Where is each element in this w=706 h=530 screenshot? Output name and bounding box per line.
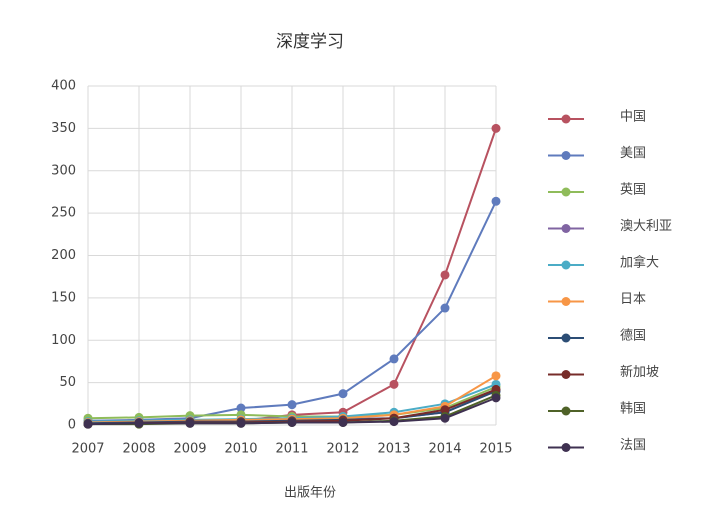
legend-label: 英国 [620, 183, 646, 198]
data-point [440, 405, 450, 415]
data-point [491, 393, 501, 403]
legend-label: 日本 [620, 292, 646, 307]
legend-label: 新加坡 [620, 364, 659, 380]
y-tick-label: 400 [51, 79, 76, 94]
data-point [491, 196, 501, 206]
data-point [440, 303, 450, 313]
chart-title: 深度学习 [276, 32, 344, 52]
x-tick-label: 2015 [479, 442, 512, 457]
data-point [287, 417, 297, 427]
y-tick-label: 50 [59, 375, 76, 390]
data-point [236, 403, 246, 413]
data-point [83, 419, 93, 429]
data-point [389, 354, 399, 364]
y-tick-label: 250 [51, 206, 76, 221]
data-point [134, 418, 144, 428]
data-point [491, 123, 501, 133]
legend-label: 澳大利亚 [620, 218, 672, 234]
y-tick-label: 200 [51, 248, 76, 263]
y-tick-label: 150 [51, 290, 76, 305]
legend-marker [561, 443, 571, 452]
legend-marker [561, 224, 571, 233]
data-point [338, 417, 348, 427]
legend-marker [561, 187, 571, 197]
data-point [338, 389, 348, 399]
data-point [389, 379, 399, 389]
legend-label: 加拿大 [620, 255, 659, 271]
legend-label: 法国 [620, 438, 646, 453]
legend-marker [561, 114, 571, 124]
x-tick-label: 2008 [122, 442, 155, 457]
data-point [440, 413, 450, 423]
legend-marker [561, 151, 571, 160]
legend-label: 美国 [620, 146, 646, 161]
x-tick-label: 2010 [224, 442, 257, 457]
legend-label: 韩国 [620, 402, 646, 417]
y-tick-label: 350 [51, 121, 76, 136]
x-tick-label: 2011 [275, 442, 308, 457]
x-tick-label: 2012 [326, 442, 359, 457]
data-point [440, 270, 450, 280]
legend-label: 中国 [620, 110, 646, 125]
data-point [185, 418, 195, 428]
y-tick-label: 0 [68, 418, 76, 433]
data-point [287, 400, 297, 410]
x-tick-label: 2014 [428, 442, 461, 457]
x-tick-label: 2009 [173, 442, 206, 457]
legend-marker [561, 297, 571, 306]
legend-label: 德国 [620, 329, 646, 344]
legend-marker [561, 406, 571, 416]
legend-marker [561, 333, 571, 343]
data-point [389, 417, 399, 427]
data-point [491, 371, 501, 381]
x-tick-label: 2007 [71, 442, 104, 457]
y-tick-label: 300 [51, 163, 76, 178]
legend-marker [561, 260, 571, 270]
data-point [236, 418, 246, 428]
y-tick-label: 100 [51, 333, 76, 348]
x-axis-label: 出版年份 [284, 486, 336, 501]
legend-marker [561, 370, 571, 379]
x-tick-label: 2013 [377, 442, 410, 457]
